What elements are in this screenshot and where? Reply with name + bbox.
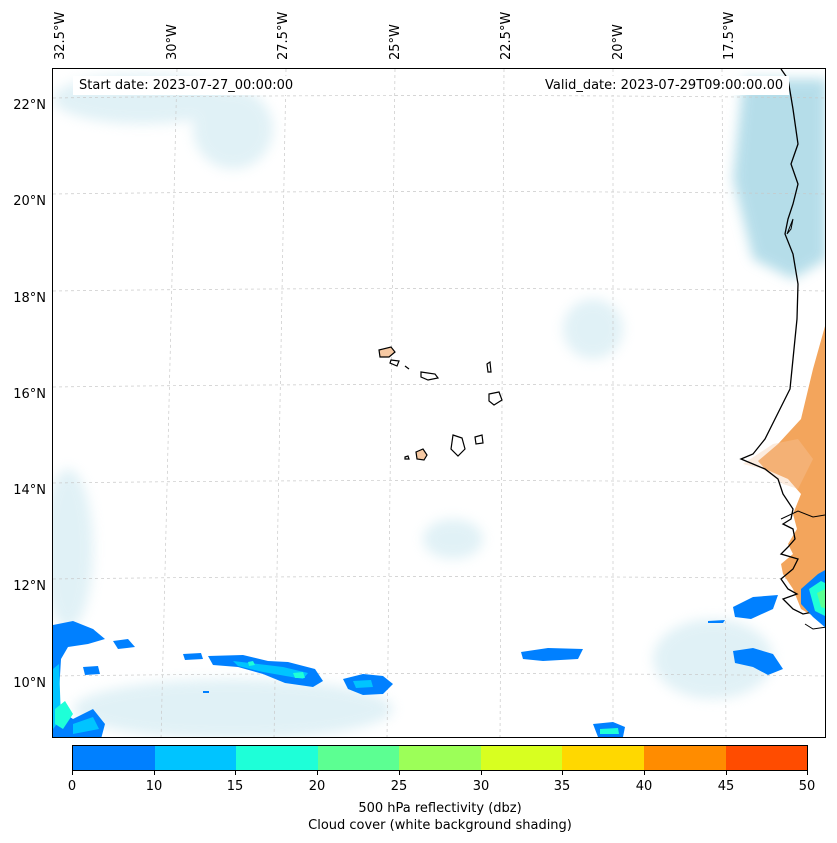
- colorbar-segment-10-15: [154, 746, 237, 770]
- colorbar-title: 500 hPa reflectivity (dbz): [358, 801, 522, 816]
- colorbar-tick-label-10: 10: [145, 779, 163, 794]
- lat-label-12n: 12°N: [13, 579, 46, 594]
- colorbar-segment-0-10: [73, 746, 155, 770]
- lat-label-16n: 16°N: [13, 387, 46, 402]
- colorbar-segment-20-25: [317, 746, 400, 770]
- colorbar-tick: [562, 771, 563, 775]
- colorbar-tick-label-25: 25: [390, 779, 408, 794]
- lat-label-20n: 20°N: [13, 194, 46, 209]
- lon-label-32-5w: 32.5°W: [53, 11, 68, 60]
- colorbar-tick-label-0: 0: [67, 779, 77, 794]
- colorbar-segment-25-30: [399, 746, 481, 770]
- colorbar-tick-label-35: 35: [553, 779, 571, 794]
- colorbar-tick-label-20: 20: [308, 779, 326, 794]
- lon-label-20w: 20°W: [611, 24, 626, 60]
- cloud-cover-layer: [53, 74, 773, 737]
- colorbar-segment-40-45: [643, 746, 726, 770]
- cape-verde-islands: [378, 346, 503, 461]
- colorbar-tick: [154, 771, 155, 775]
- map-panel[interactable]: [52, 68, 826, 738]
- colorbar-tick: [72, 771, 73, 775]
- lon-label-30w: 30°W: [165, 24, 180, 60]
- cloud-cover-dense: [733, 79, 825, 279]
- colorbar-tick: [235, 771, 236, 775]
- colorbar-tick-label-50: 50: [798, 779, 816, 794]
- map-canvas: [53, 69, 825, 737]
- lon-label-27-5w: 27.5°W: [276, 11, 291, 60]
- colorbar-tick-label-45: 45: [717, 779, 735, 794]
- colorbar-segment-15-20: [236, 746, 318, 770]
- colorbar-tick: [807, 771, 808, 775]
- lat-label-10n: 10°N: [13, 676, 46, 691]
- colorbar-segment-35-40: [562, 746, 644, 770]
- colorbar-segment-45-50: [725, 746, 808, 770]
- colorbar-subtitle: Cloud cover (white background shading): [308, 818, 572, 833]
- colorbar-tick-label-30: 30: [472, 779, 490, 794]
- colorbar-segment-30-35: [480, 746, 563, 770]
- lat-label-14n: 14°N: [13, 483, 46, 498]
- valid-date-label: Valid_date: 2023-07-29T09:00:00.00: [539, 76, 790, 95]
- lon-label-22-5w: 22.5°W: [499, 11, 514, 60]
- colorbar-tick: [399, 771, 400, 775]
- colorbar-tick-label-40: 40: [635, 779, 653, 794]
- colorbar-tick: [644, 771, 645, 775]
- start-date-label: Start date: 2023-07-27_00:00:00: [73, 76, 300, 95]
- colorbar-tick: [317, 771, 318, 775]
- graticule: [53, 69, 825, 737]
- lat-label-22n: 22°N: [13, 98, 46, 113]
- colorbar-tick-label-15: 15: [226, 779, 244, 794]
- colorbar: [72, 745, 808, 771]
- land-west-africa: [739, 69, 825, 630]
- colorbar-tick: [726, 771, 727, 775]
- lon-label-17-5w: 17.5°W: [722, 11, 737, 60]
- reflectivity-layer: [53, 570, 825, 737]
- lon-label-25w: 25°W: [388, 24, 403, 60]
- lat-label-18n: 18°N: [13, 291, 46, 306]
- colorbar-tick: [481, 771, 482, 775]
